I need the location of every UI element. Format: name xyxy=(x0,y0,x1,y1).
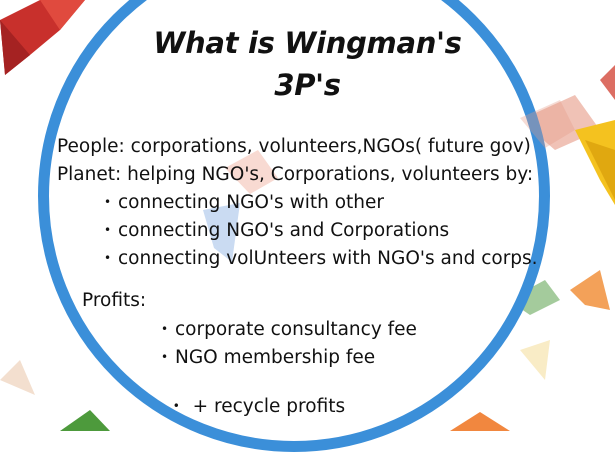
faded-birds-overlay xyxy=(203,100,575,262)
planet-bullet-3: • connecting volUnteers with NGO's and co… xyxy=(104,248,538,269)
title-line-1: What is Wingman's xyxy=(153,26,462,60)
page-title: What is Wingman's 3P's xyxy=(0,22,615,106)
planet-bullet-2: • connecting NGO's and Corporations xyxy=(104,220,450,241)
planet-line: Planet: helping NGO's, Corporations, vol… xyxy=(57,164,534,185)
profits-label: Profits: xyxy=(82,290,147,311)
profits-bullet-3: • + recycle profits xyxy=(172,396,346,417)
profits-bullet-1: • corporate consultancy fee xyxy=(161,319,417,340)
bullet-dot-icon: • xyxy=(104,223,112,237)
planet-bullet-1: • connecting NGO's with other xyxy=(104,192,384,213)
bullet-dot-icon: • xyxy=(161,350,169,364)
blue-ring-frame xyxy=(38,0,550,452)
bullet-dot-icon: • xyxy=(104,251,112,265)
red-origami-bird-right-icon xyxy=(600,65,615,100)
bullet-dot-icon: • xyxy=(104,195,112,209)
orange-origami-bird-right-icon xyxy=(570,270,610,310)
orange-origami-bird-bottom-icon xyxy=(450,412,510,431)
bullet-dot-icon: • xyxy=(172,399,180,413)
yellow-origami-bird-right-icon xyxy=(575,120,615,205)
faded-bird-bottom-right-icon xyxy=(520,340,550,380)
green-origami-bird-bottom-icon xyxy=(60,410,110,431)
people-line: People: corporations, volunteers,NGOs( f… xyxy=(57,136,531,157)
red-origami-bird-icon xyxy=(0,0,85,75)
title-line-2: 3P's xyxy=(274,68,341,102)
profits-bullet-2: • NGO membership fee xyxy=(161,347,376,368)
bullet-dot-icon: • xyxy=(161,322,169,336)
faded-bird-bottom-left-icon xyxy=(0,360,35,395)
